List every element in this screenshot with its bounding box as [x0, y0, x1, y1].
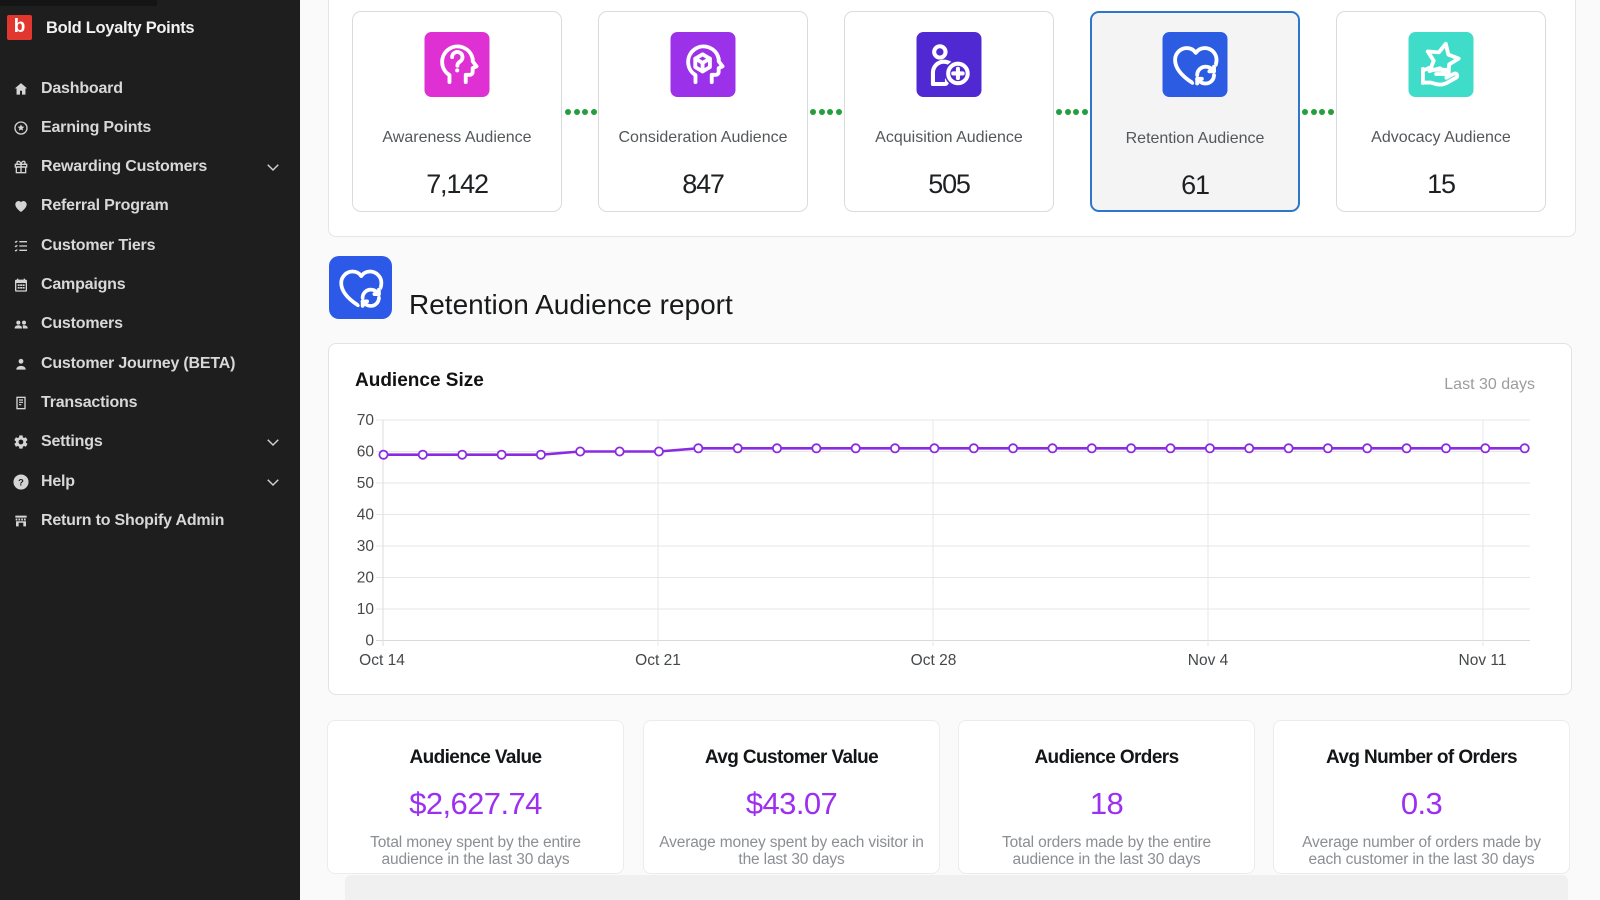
svg-text:Nov 4: Nov 4 — [1188, 652, 1229, 669]
svg-text:40: 40 — [357, 507, 375, 524]
svg-text:Oct 14: Oct 14 — [359, 652, 405, 669]
svg-text:0: 0 — [365, 633, 374, 650]
svg-text:Oct 21: Oct 21 — [635, 652, 681, 669]
svg-text:70: 70 — [357, 412, 375, 429]
svg-text:20: 20 — [357, 570, 375, 587]
svg-text:30: 30 — [357, 538, 375, 555]
svg-text:Oct 28: Oct 28 — [911, 652, 957, 669]
svg-text:?: ? — [18, 477, 24, 487]
svg-text:50: 50 — [357, 475, 375, 492]
svg-text:Nov 11: Nov 11 — [1459, 652, 1507, 669]
svg-text:10: 10 — [357, 601, 375, 618]
svg-text:60: 60 — [357, 444, 375, 461]
